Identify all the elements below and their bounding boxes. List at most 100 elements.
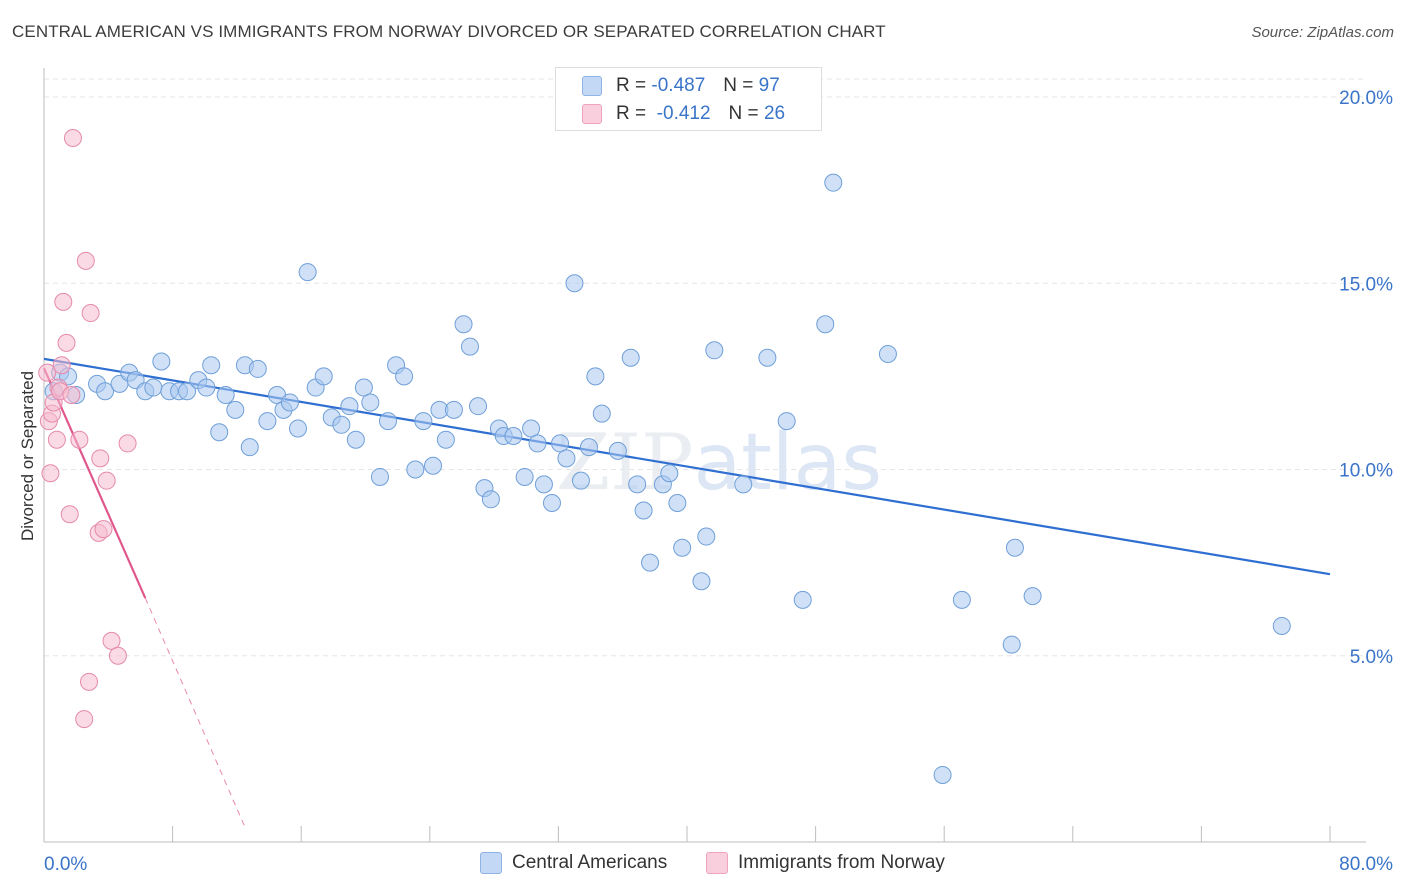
point-central-americans-83 bbox=[793, 590, 812, 609]
point-central-americans-92 bbox=[1272, 616, 1291, 635]
point-norway-9 bbox=[54, 292, 73, 311]
point-central-americans-10 bbox=[144, 378, 163, 397]
x-tick-label-0: 0.0% bbox=[44, 854, 87, 875]
point-central-americans-64 bbox=[571, 471, 590, 490]
trend-line-central-americans bbox=[43, 357, 1331, 576]
point-norway-5 bbox=[47, 430, 66, 449]
point-central-americans-57 bbox=[522, 419, 541, 438]
chart-title: CENTRAL AMERICAN VS IMMIGRANTS FROM NORW… bbox=[12, 22, 886, 41]
point-norway-22 bbox=[97, 471, 116, 490]
point-central-americans-71 bbox=[634, 501, 653, 520]
point-norway-16 bbox=[76, 251, 95, 270]
legend-row-norway: R = -0.412 N = 26 bbox=[582, 102, 785, 126]
point-central-americans-34 bbox=[340, 397, 359, 416]
bottom-legend-label: Immigrants from Norway bbox=[738, 852, 945, 873]
legend-r-value: -0.487 bbox=[651, 75, 706, 96]
point-central-americans-14 bbox=[178, 382, 197, 401]
axes bbox=[43, 68, 1366, 843]
legend-r-label: R = bbox=[616, 103, 647, 124]
y-tick-label-0: 5.0% bbox=[1350, 647, 1393, 668]
legend-r-label: R = bbox=[616, 75, 647, 96]
point-central-americans-29 bbox=[298, 263, 317, 282]
point-central-americans-84 bbox=[816, 315, 835, 334]
point-central-americans-77 bbox=[692, 572, 711, 591]
point-central-americans-23 bbox=[248, 359, 267, 378]
trend-lines bbox=[42, 357, 1331, 828]
point-central-americans-22 bbox=[240, 438, 259, 457]
point-central-americans-89 bbox=[1002, 635, 1021, 654]
legend-n-value: 26 bbox=[763, 103, 786, 124]
tick-labels: 5.0% 10.0% 15.0% 20.0% 0.0% 80.0% bbox=[44, 88, 1393, 875]
point-norway-11 bbox=[60, 505, 79, 524]
point-central-americans-78 bbox=[697, 527, 716, 546]
point-central-americans-91 bbox=[1023, 587, 1042, 606]
point-central-americans-37 bbox=[361, 393, 380, 412]
point-norway-12 bbox=[62, 386, 81, 404]
point-central-americans-5 bbox=[96, 382, 115, 401]
point-central-americans-85 bbox=[824, 173, 843, 192]
point-norway-14 bbox=[70, 430, 89, 449]
point-central-americans-87 bbox=[933, 765, 952, 784]
point-norway-15 bbox=[75, 710, 94, 729]
point-central-americans-49 bbox=[460, 337, 479, 356]
bottom-legend-swatch-blue bbox=[480, 852, 502, 874]
point-central-americans-66 bbox=[586, 367, 605, 386]
y-tick-label-3: 20.0% bbox=[1339, 88, 1393, 109]
bottom-legend-norway: Immigrants from Norway bbox=[706, 850, 945, 876]
point-central-americans-59 bbox=[534, 475, 553, 494]
point-norway-21 bbox=[94, 520, 113, 539]
point-central-americans-86 bbox=[878, 345, 897, 364]
legend-r-value: -0.412 bbox=[656, 103, 711, 124]
point-central-americans-46 bbox=[436, 430, 455, 449]
point-central-americans-38 bbox=[370, 467, 389, 486]
point-central-americans-17 bbox=[202, 356, 221, 375]
legend-swatch-blue bbox=[582, 76, 602, 96]
point-central-americans-74 bbox=[660, 464, 679, 483]
point-central-americans-16 bbox=[197, 378, 216, 397]
y-tick-label-2: 15.0% bbox=[1339, 274, 1393, 295]
point-central-americans-88 bbox=[952, 590, 971, 609]
point-central-americans-55 bbox=[504, 426, 523, 445]
source-label: Source: ZipAtlas.com bbox=[1251, 24, 1394, 41]
point-central-americans-80 bbox=[734, 475, 753, 494]
point-central-americans-79 bbox=[705, 341, 724, 360]
bottom-legend-swatch-pink bbox=[706, 852, 728, 874]
point-norway-23 bbox=[102, 631, 121, 650]
point-norway-13 bbox=[63, 128, 82, 147]
point-central-americans-68 bbox=[608, 441, 627, 460]
point-central-americans-61 bbox=[551, 434, 570, 453]
point-central-americans-76 bbox=[673, 538, 692, 557]
point-central-americans-67 bbox=[592, 404, 611, 423]
point-central-americans-43 bbox=[414, 412, 433, 431]
point-norway-2 bbox=[41, 464, 60, 483]
point-central-americans-33 bbox=[332, 415, 351, 434]
point-central-americans-28 bbox=[288, 419, 307, 438]
point-norway-0 bbox=[38, 363, 57, 382]
point-central-americans-35 bbox=[346, 430, 365, 449]
legend-swatch-pink bbox=[582, 104, 602, 124]
point-central-americans-58 bbox=[528, 434, 547, 453]
point-central-americans-11 bbox=[152, 352, 171, 371]
point-central-americans-60 bbox=[542, 494, 561, 513]
bottom-legend-central-americans: Central Americans bbox=[480, 850, 667, 876]
correlation-legend: R = -0.487 N = 97 R = -0.412 N = 26 bbox=[555, 67, 822, 131]
point-central-americans-27 bbox=[280, 393, 299, 412]
point-central-americans-50 bbox=[469, 397, 488, 416]
point-central-americans-19 bbox=[216, 386, 235, 404]
y-tick-label-1: 10.0% bbox=[1339, 461, 1393, 482]
point-central-americans-56 bbox=[515, 467, 534, 486]
point-central-americans-36 bbox=[354, 378, 373, 397]
point-central-americans-81 bbox=[758, 348, 777, 367]
point-central-americans-90 bbox=[1005, 538, 1024, 557]
point-central-americans-82 bbox=[777, 412, 796, 431]
point-central-americans-47 bbox=[444, 400, 463, 419]
data-points bbox=[38, 128, 1291, 784]
point-central-americans-63 bbox=[565, 274, 584, 293]
point-norway-20 bbox=[91, 449, 110, 468]
point-central-americans-31 bbox=[314, 367, 333, 386]
point-central-americans-72 bbox=[641, 553, 660, 572]
point-central-americans-75 bbox=[668, 494, 687, 513]
point-central-americans-20 bbox=[226, 400, 245, 419]
legend-row-central-americans: R = -0.487 N = 97 bbox=[582, 74, 780, 98]
